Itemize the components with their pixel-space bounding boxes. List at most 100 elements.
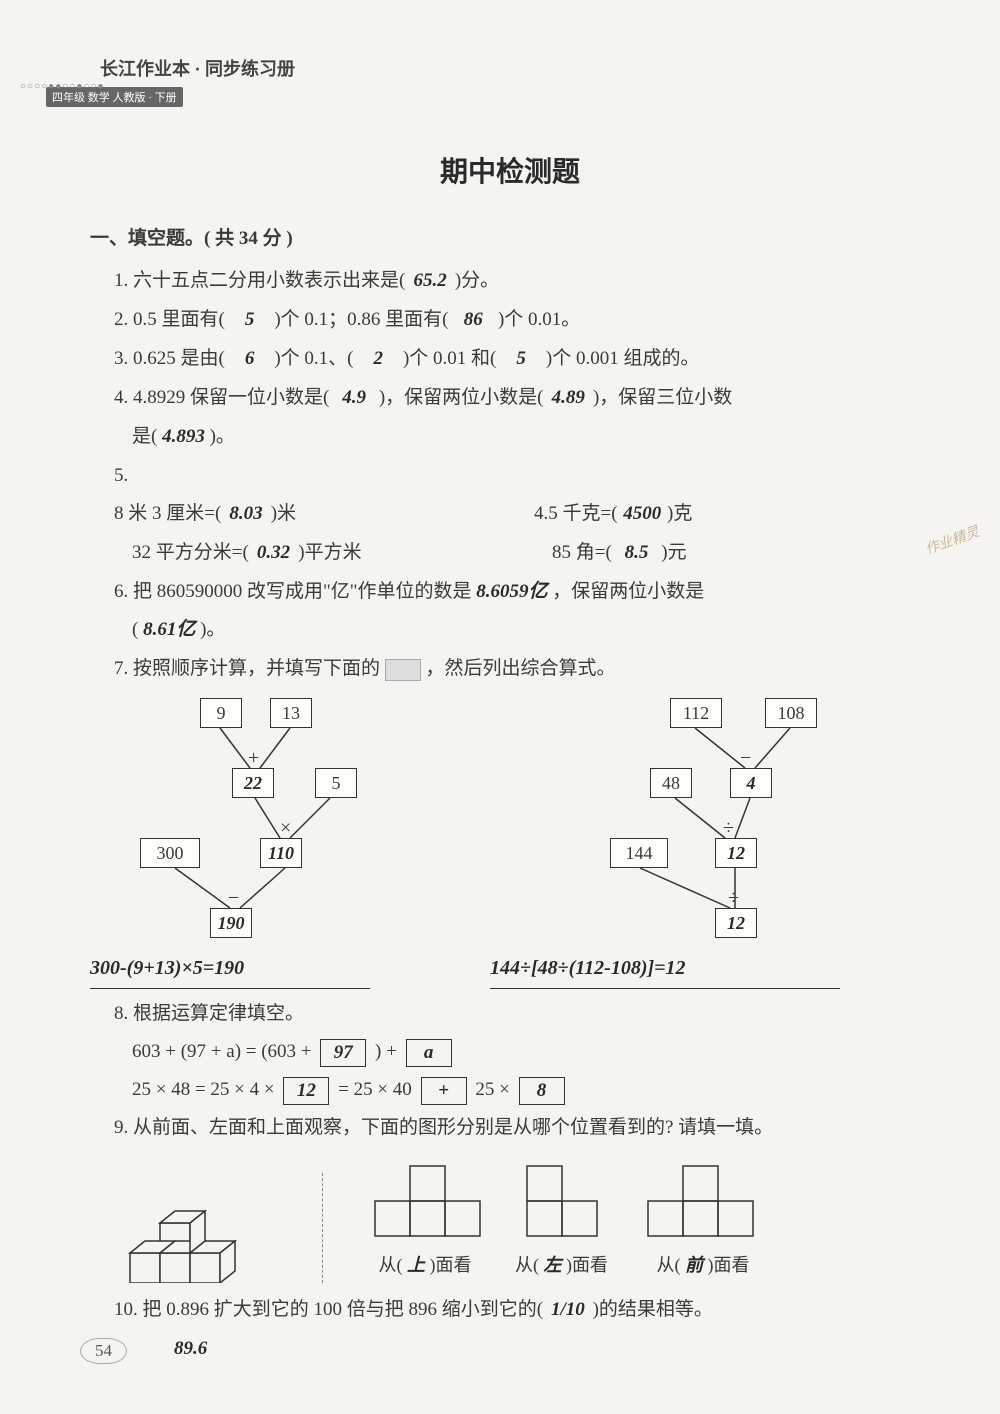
q8-l1b2: a — [406, 1039, 452, 1067]
q5-r2c: 85 角=( — [552, 542, 612, 563]
q8-l2op: + — [421, 1077, 467, 1105]
workbook-header: ○○○○●●○○●○○● 长江作业本 · 同步练习册 四年级 数学 人教版 · … — [20, 55, 300, 107]
q8-l1b1: 97 — [320, 1039, 366, 1067]
q4-t4: 是( — [132, 426, 157, 447]
q10-extra: 89.6 — [174, 1338, 207, 1359]
t1-n2: 13 — [270, 698, 312, 728]
q2-num: 2. — [114, 309, 128, 330]
q4-num: 4. — [114, 387, 128, 408]
q9-num: 9. — [114, 1117, 128, 1138]
cube-3d-icon — [110, 1193, 280, 1283]
t2-n6: 12 — [715, 838, 757, 868]
q5-r1c: 4.5 千克=( — [534, 503, 618, 524]
q3-a3: 5 — [501, 340, 541, 379]
t2-n3: 48 — [650, 768, 692, 798]
q3-t2: )个 0.1、( — [274, 348, 353, 369]
q2-a2: 86 — [453, 301, 493, 340]
q9-post-b: )面看 — [566, 1255, 608, 1275]
q2-a1: 5 — [230, 301, 270, 340]
question-7: 7. 按照顺序计算，并填写下面的 ，然后列出综合算式。 — [90, 650, 940, 688]
question-3: 3. 0.625 是由( 6 )个 0.1、( 2 )个 0.01 和( 5 )… — [90, 340, 940, 379]
question-2: 2. 0.5 里面有( 5 )个 0.1；0.86 里面有( 86 )个 0.0… — [90, 301, 940, 340]
q6-t4: )。 — [200, 619, 225, 640]
content-body: 一、填空题。( 共 34 分 ) 1. 六十五点二分用小数表示出来是( 65.2… — [80, 220, 940, 1368]
q7-expressions: 300-(9+13)×5=190 144÷[48÷(112-108)]=12 — [90, 948, 940, 989]
q7-num: 7. — [114, 658, 128, 679]
question-9: 9. 从前面、左面和上面观察，下面的图形分别是从哪个位置看到的? 请填一填。 — [90, 1109, 940, 1147]
q4-t5: )。 — [210, 426, 235, 447]
q10-t2: )的结果相等。 — [593, 1299, 713, 1320]
q3-a2: 2 — [358, 340, 398, 379]
question-1: 1. 六十五点二分用小数表示出来是( 65.2 )分。 — [90, 262, 940, 301]
q6-num: 6. — [114, 581, 128, 602]
q8-l2b1: 12 — [283, 1077, 329, 1105]
t1-n1: 9 — [200, 698, 242, 728]
t1-n7: 190 — [210, 908, 252, 938]
view-c: 从( 前 )面看 — [638, 1161, 768, 1283]
q5-r2b: )平方米 — [298, 542, 361, 563]
q1-text-a: 六十五点二分用小数表示出来是( — [133, 270, 405, 291]
q10-a1: 1/10 — [548, 1291, 588, 1330]
view-b: 从( 左 )面看 — [515, 1161, 608, 1283]
q9-post-a: )面看 — [430, 1255, 472, 1275]
view-b-icon — [517, 1161, 607, 1241]
section-1-heading: 一、填空题。( 共 34 分 ) — [90, 220, 940, 258]
t1-expr: 300-(9+13)×5=190 — [90, 948, 370, 989]
view-c-icon — [638, 1161, 768, 1241]
q9-figures: 从( 上 )面看 从( 左 )面看 — [110, 1161, 940, 1283]
q6-t1: 把 860590000 改写成用"亿"作单位的数是 — [133, 581, 472, 602]
q9-ans-b: 左 — [544, 1255, 562, 1275]
q2-t2: )个 0.1；0.86 里面有( — [274, 309, 448, 330]
q3-t4: )个 0.001 组成的。 — [546, 348, 700, 369]
t2-n1: 112 — [670, 698, 722, 728]
q10-num: 10. — [114, 1299, 138, 1320]
q5-r1ans: 8.03 — [226, 495, 266, 534]
q9-pre-c: 从( — [657, 1255, 681, 1275]
q8-l2c: = 25 × 40 — [338, 1079, 412, 1100]
series-title: 长江作业本 · 同步练习册 — [100, 55, 300, 81]
q7-text: 按照顺序计算，并填写下面的 — [133, 658, 380, 679]
t2-n7: 12 — [715, 908, 757, 938]
q5-num: 5. — [114, 465, 128, 486]
t2-n4: 4 — [730, 768, 772, 798]
q5-r2a: 32 平方分米=( — [132, 542, 249, 563]
q5-r1a: 8 米 3 厘米=( — [114, 503, 221, 524]
t2-n2: 108 — [765, 698, 817, 728]
t2-n5: 144 — [610, 838, 668, 868]
q5-r2cans: 8.5 — [617, 534, 657, 573]
page-title: 期中检测题 — [80, 150, 940, 190]
question-4: 4. 4.8929 保留一位小数是( 4.9 )，保留两位小数是( 4.89 )… — [90, 379, 940, 457]
q1-text-b: )分。 — [455, 270, 499, 291]
q8-num: 8. — [114, 1003, 128, 1024]
q3-t1: 0.625 是由( — [133, 348, 225, 369]
q1-num: 1. — [114, 270, 128, 291]
q9-text: 从前面、左面和上面观察，下面的图形分别是从哪个位置看到的? 请填一填。 — [133, 1117, 773, 1138]
q10-t1: 把 0.896 扩大到它的 100 倍与把 896 缩小到它的( — [143, 1299, 544, 1320]
question-5: 5. 8 米 3 厘米=( 8.03 )米 4.5 千克=( 4500 )克 3… — [90, 457, 940, 573]
separator — [322, 1173, 323, 1283]
page-number: 54 — [80, 1338, 127, 1364]
q7-text2: ，然后列出综合算式。 — [426, 658, 616, 679]
q3-num: 3. — [114, 348, 128, 369]
view-a: 从( 上 )面看 — [365, 1161, 485, 1283]
question-10: 10. 把 0.896 扩大到它的 100 倍与把 896 缩小到它的( 1/1… — [90, 1291, 940, 1368]
q3-a1: 6 — [230, 340, 270, 379]
t1-n3: 22 — [232, 768, 274, 798]
question-6: 6. 把 860590000 改写成用"亿"作单位的数是 8.6059亿 ，保留… — [90, 573, 940, 650]
q6-t3: ( — [132, 619, 138, 640]
header-dots: ○○○○●●○○●○○● — [20, 81, 104, 92]
q4-a1: 4.9 — [334, 379, 374, 418]
t2-expr: 144÷[48÷(112-108)]=12 — [490, 948, 840, 989]
q5-r1cans: 4500 — [622, 495, 662, 534]
question-8: 8. 根据运算定律填空。 603 + (97 + a) = (603 + 97 … — [90, 995, 940, 1109]
t1-n4: 5 — [315, 768, 357, 798]
q5-r1b: )米 — [271, 503, 296, 524]
q9-ans-c: 前 — [685, 1255, 703, 1275]
q8-l2a: 25 × 48 = 25 × 4 × — [132, 1079, 275, 1100]
q8-l2d: 25 × — [475, 1079, 509, 1100]
calc-tree-2: 112 108 − 48 4 ÷ 144 12 ÷ 12 — [580, 698, 840, 938]
q1-answer: 65.2 — [410, 262, 450, 301]
q6-a1: 8.6059亿 — [476, 581, 547, 603]
q9-pre-a: 从( — [379, 1255, 403, 1275]
q2-t1: 0.5 里面有( — [133, 309, 225, 330]
